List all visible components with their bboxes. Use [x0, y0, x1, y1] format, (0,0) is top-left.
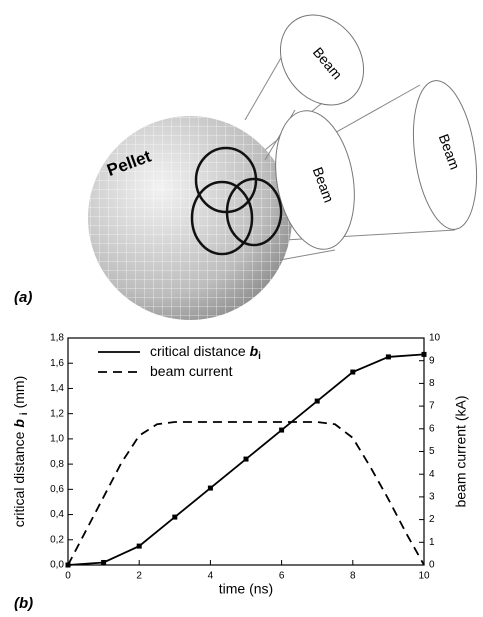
y-tick-label: 1,4: [50, 383, 64, 394]
data-point: [137, 544, 142, 549]
y-tick-label: 1,2: [50, 408, 64, 419]
y-tick-label: 0,6: [50, 484, 64, 495]
legend-label: critical distance bi: [150, 343, 261, 362]
y-axis-label-part: critical distance: [11, 431, 27, 527]
y2-tick-label: 6: [429, 423, 435, 434]
legend-label-text: critical distance: [150, 343, 246, 359]
data-point: [244, 457, 249, 462]
y-tick-label: 1,0: [50, 434, 64, 445]
y2-tick-label: 0: [429, 560, 435, 571]
legend-label-sub: i: [258, 351, 261, 362]
data-point: [386, 354, 391, 359]
data-point: [350, 370, 355, 375]
x-tick-label: 2: [136, 571, 142, 582]
y-axis-label-sub: i: [19, 412, 30, 415]
pellet-grid: [88, 116, 292, 320]
y2-tick-label: 1: [429, 537, 435, 548]
y2-tick-label: 10: [429, 333, 441, 344]
y-axis-label-unit: (mm): [11, 376, 27, 409]
data-point: [422, 352, 427, 357]
series-line: [68, 422, 424, 565]
x-tick-label: 0: [65, 571, 71, 582]
cone-edge: [280, 250, 335, 260]
page: Pellet Beam Beam Beam (a) 02468100,00,20…: [0, 0, 483, 617]
panel-a: Pellet Beam Beam Beam (a): [14, 0, 483, 320]
y2-tick-label: 9: [429, 355, 435, 366]
y2-tick-label: 5: [429, 446, 435, 457]
legend-label: beam current: [150, 363, 233, 379]
x-tick-label: 8: [350, 571, 356, 582]
x-tick-label: 6: [279, 571, 285, 582]
data-point: [101, 560, 106, 565]
x-tick-label: 10: [418, 571, 430, 582]
panel-label: (b): [14, 595, 33, 612]
legend-label-text: beam current: [150, 363, 233, 379]
data-point: [208, 486, 213, 491]
y-tick-label: 0,2: [50, 534, 64, 545]
figure: Pellet Beam Beam Beam (a) 02468100,00,20…: [0, 0, 483, 617]
y-axis-label-part: b: [11, 419, 27, 428]
data-point: [279, 428, 284, 433]
y-tick-label: 0,4: [50, 509, 64, 520]
y2-tick-label: 2: [429, 514, 435, 525]
data-point: [315, 399, 320, 404]
y-axis-label: critical distance b i (mm): [11, 376, 30, 527]
y2-tick-label: 3: [429, 492, 435, 503]
y-tick-label: 1,8: [50, 333, 64, 344]
y2-axis-label: beam current (kA): [453, 395, 469, 507]
y2-tick-label: 4: [429, 469, 435, 480]
y2-tick-label: 7: [429, 401, 435, 412]
x-tick-label: 4: [208, 571, 214, 582]
panel-b: 0 2 4 6 8 10 0,0 0,2 0,4 0,6 0,8 1,0 1,2 1,4 1,6 1,8 0 1 2…: [11, 333, 469, 612]
y-tick-label: 0,8: [50, 459, 64, 470]
y2-tick-label: 8: [429, 378, 435, 389]
y-tick-label: 0,0: [50, 560, 64, 571]
x-axis-label: time (ns): [219, 581, 273, 597]
y-tick-label: 1,6: [50, 358, 64, 369]
data-point: [172, 515, 177, 520]
panel-label: (a): [14, 289, 32, 306]
